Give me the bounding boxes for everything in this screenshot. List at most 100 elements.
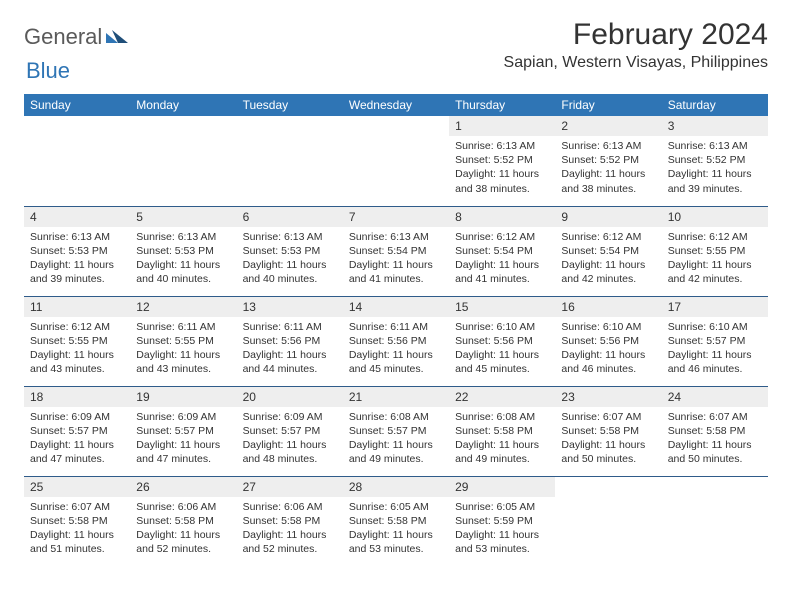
daylight-text: Daylight: 11 hours and 49 minutes. <box>349 438 443 466</box>
sunrise-text: Sunrise: 6:07 AM <box>30 500 124 514</box>
day-data: Sunrise: 6:13 AMSunset: 5:53 PMDaylight:… <box>237 227 343 291</box>
sunset-text: Sunset: 5:55 PM <box>30 334 124 348</box>
day-data: Sunrise: 6:07 AMSunset: 5:58 PMDaylight:… <box>555 407 661 471</box>
calendar-day-cell <box>24 116 130 206</box>
daylight-text: Daylight: 11 hours and 39 minutes. <box>30 258 124 286</box>
sunset-text: Sunset: 5:56 PM <box>561 334 655 348</box>
day-number-empty <box>237 116 343 135</box>
calendar-day-cell <box>343 116 449 206</box>
sunset-text: Sunset: 5:53 PM <box>30 244 124 258</box>
calendar-day-cell: 3Sunrise: 6:13 AMSunset: 5:52 PMDaylight… <box>662 116 768 206</box>
sunset-text: Sunset: 5:56 PM <box>455 334 549 348</box>
calendar-day-cell: 5Sunrise: 6:13 AMSunset: 5:53 PMDaylight… <box>130 206 236 296</box>
sunrise-text: Sunrise: 6:13 AM <box>561 139 655 153</box>
daylight-text: Daylight: 11 hours and 40 minutes. <box>136 258 230 286</box>
calendar-week-row: 25Sunrise: 6:07 AMSunset: 5:58 PMDayligh… <box>24 476 768 566</box>
weekday-heading: Thursday <box>449 94 555 116</box>
sunset-text: Sunset: 5:58 PM <box>349 514 443 528</box>
weekday-heading: Sunday <box>24 94 130 116</box>
day-number: 8 <box>449 207 555 227</box>
calendar-day-cell: 18Sunrise: 6:09 AMSunset: 5:57 PMDayligh… <box>24 386 130 476</box>
day-number: 20 <box>237 387 343 407</box>
sunset-text: Sunset: 5:55 PM <box>668 244 762 258</box>
brand-part1: General <box>24 24 102 50</box>
day-data: Sunrise: 6:10 AMSunset: 5:56 PMDaylight:… <box>449 317 555 381</box>
calendar-week-row: 1Sunrise: 6:13 AMSunset: 5:52 PMDaylight… <box>24 116 768 206</box>
day-data: Sunrise: 6:08 AMSunset: 5:57 PMDaylight:… <box>343 407 449 471</box>
day-number: 19 <box>130 387 236 407</box>
sunrise-text: Sunrise: 6:12 AM <box>30 320 124 334</box>
day-number: 26 <box>130 477 236 497</box>
day-number: 24 <box>662 387 768 407</box>
sunrise-text: Sunrise: 6:11 AM <box>243 320 337 334</box>
day-data: Sunrise: 6:09 AMSunset: 5:57 PMDaylight:… <box>237 407 343 471</box>
sunrise-text: Sunrise: 6:12 AM <box>561 230 655 244</box>
day-number-empty <box>343 116 449 135</box>
day-data: Sunrise: 6:13 AMSunset: 5:52 PMDaylight:… <box>555 136 661 200</box>
sunset-text: Sunset: 5:58 PM <box>136 514 230 528</box>
calendar-day-cell <box>237 116 343 206</box>
calendar-week-row: 11Sunrise: 6:12 AMSunset: 5:55 PMDayligh… <box>24 296 768 386</box>
daylight-text: Daylight: 11 hours and 42 minutes. <box>668 258 762 286</box>
day-data: Sunrise: 6:10 AMSunset: 5:56 PMDaylight:… <box>555 317 661 381</box>
day-number: 16 <box>555 297 661 317</box>
calendar-day-cell: 2Sunrise: 6:13 AMSunset: 5:52 PMDaylight… <box>555 116 661 206</box>
daylight-text: Daylight: 11 hours and 38 minutes. <box>561 167 655 195</box>
day-number: 17 <box>662 297 768 317</box>
day-number: 11 <box>24 297 130 317</box>
calendar-week-row: 4Sunrise: 6:13 AMSunset: 5:53 PMDaylight… <box>24 206 768 296</box>
daylight-text: Daylight: 11 hours and 43 minutes. <box>30 348 124 376</box>
sunrise-text: Sunrise: 6:13 AM <box>455 139 549 153</box>
daylight-text: Daylight: 11 hours and 41 minutes. <box>349 258 443 286</box>
sunset-text: Sunset: 5:58 PM <box>561 424 655 438</box>
sunset-text: Sunset: 5:57 PM <box>30 424 124 438</box>
sunrise-text: Sunrise: 6:09 AM <box>136 410 230 424</box>
sunrise-text: Sunrise: 6:09 AM <box>243 410 337 424</box>
daylight-text: Daylight: 11 hours and 44 minutes. <box>243 348 337 376</box>
daylight-text: Daylight: 11 hours and 42 minutes. <box>561 258 655 286</box>
day-number: 2 <box>555 116 661 136</box>
calendar-day-cell: 4Sunrise: 6:13 AMSunset: 5:53 PMDaylight… <box>24 206 130 296</box>
day-data: Sunrise: 6:07 AMSunset: 5:58 PMDaylight:… <box>662 407 768 471</box>
day-data: Sunrise: 6:10 AMSunset: 5:57 PMDaylight:… <box>662 317 768 381</box>
sunrise-text: Sunrise: 6:10 AM <box>668 320 762 334</box>
sunrise-text: Sunrise: 6:07 AM <box>668 410 762 424</box>
day-number: 13 <box>237 297 343 317</box>
day-number: 22 <box>449 387 555 407</box>
daylight-text: Daylight: 11 hours and 45 minutes. <box>455 348 549 376</box>
sunrise-text: Sunrise: 6:13 AM <box>30 230 124 244</box>
day-data: Sunrise: 6:13 AMSunset: 5:53 PMDaylight:… <box>130 227 236 291</box>
calendar-header-row: Sunday Monday Tuesday Wednesday Thursday… <box>24 94 768 116</box>
daylight-text: Daylight: 11 hours and 46 minutes. <box>561 348 655 376</box>
brand-logo: General <box>24 18 130 50</box>
sunrise-text: Sunrise: 6:09 AM <box>30 410 124 424</box>
day-data: Sunrise: 6:08 AMSunset: 5:58 PMDaylight:… <box>449 407 555 471</box>
sunset-text: Sunset: 5:52 PM <box>668 153 762 167</box>
day-number-empty <box>662 477 768 496</box>
calendar-day-cell: 25Sunrise: 6:07 AMSunset: 5:58 PMDayligh… <box>24 476 130 566</box>
sunset-text: Sunset: 5:59 PM <box>455 514 549 528</box>
calendar-day-cell: 14Sunrise: 6:11 AMSunset: 5:56 PMDayligh… <box>343 296 449 386</box>
calendar-body: 1Sunrise: 6:13 AMSunset: 5:52 PMDaylight… <box>24 116 768 566</box>
daylight-text: Daylight: 11 hours and 53 minutes. <box>349 528 443 556</box>
sunrise-text: Sunrise: 6:13 AM <box>243 230 337 244</box>
brand-mark-icon <box>106 27 128 48</box>
day-number: 18 <box>24 387 130 407</box>
sunset-text: Sunset: 5:54 PM <box>349 244 443 258</box>
calendar-day-cell: 6Sunrise: 6:13 AMSunset: 5:53 PMDaylight… <box>237 206 343 296</box>
calendar-day-cell: 17Sunrise: 6:10 AMSunset: 5:57 PMDayligh… <box>662 296 768 386</box>
daylight-text: Daylight: 11 hours and 49 minutes. <box>455 438 549 466</box>
sunrise-text: Sunrise: 6:05 AM <box>455 500 549 514</box>
calendar-day-cell: 12Sunrise: 6:11 AMSunset: 5:55 PMDayligh… <box>130 296 236 386</box>
calendar-day-cell: 26Sunrise: 6:06 AMSunset: 5:58 PMDayligh… <box>130 476 236 566</box>
calendar-day-cell: 16Sunrise: 6:10 AMSunset: 5:56 PMDayligh… <box>555 296 661 386</box>
day-number: 12 <box>130 297 236 317</box>
day-number: 28 <box>343 477 449 497</box>
calendar-day-cell: 22Sunrise: 6:08 AMSunset: 5:58 PMDayligh… <box>449 386 555 476</box>
day-number: 25 <box>24 477 130 497</box>
day-data: Sunrise: 6:09 AMSunset: 5:57 PMDaylight:… <box>24 407 130 471</box>
daylight-text: Daylight: 11 hours and 40 minutes. <box>243 258 337 286</box>
weekday-heading: Wednesday <box>343 94 449 116</box>
sunrise-text: Sunrise: 6:12 AM <box>455 230 549 244</box>
day-number: 14 <box>343 297 449 317</box>
